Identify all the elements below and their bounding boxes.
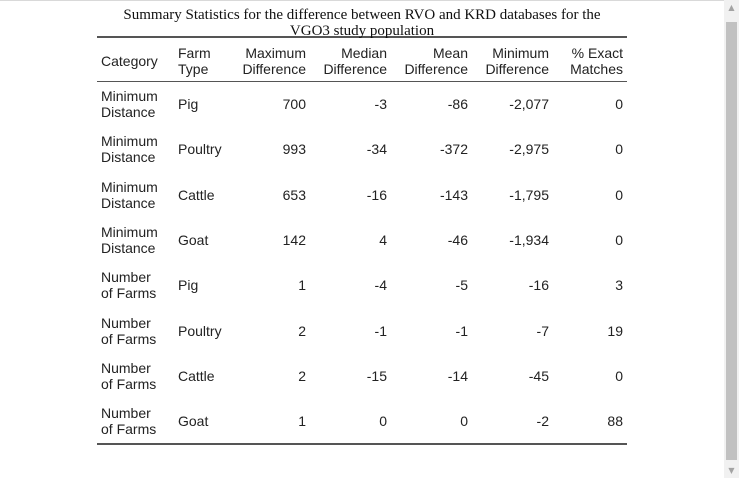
table-row: Minimum Distance Cattle 653 -16 -143 -1,795 0 [97,172,627,217]
header-median-difference: Median Difference [323,45,387,77]
caption-line-1: Summary Statistics for the difference be… [123,7,601,23]
cell-maximum-difference: 700 [282,96,306,113]
cell-maximum-difference: 142 [282,232,306,249]
cell-minimum-difference: -45 [528,367,549,384]
cell-maximum-difference: 1 [298,277,306,294]
cell-minimum-difference: -1,795 [509,186,549,203]
cell-category: Minimum Distance [101,178,158,211]
cell-mean-difference: -1 [455,322,468,339]
table-row: Number of Farms Pig 1 -4 -5 -16 3 [97,263,627,308]
table-row: Minimum Distance Pig 700 -3 -86 -2,077 0 [97,82,627,127]
table-header: Category Farm Type Maximum Difference Medi… [97,37,627,82]
summary-statistics-table: Category Farm Type Maximum Difference Medi… [97,36,627,445]
cell-farm-type: Cattle [178,186,215,203]
cell-minimum-difference: -2,975 [509,141,549,158]
cell-maximum-difference: 993 [282,141,306,158]
header-row: Category Farm Type Maximum Difference Medi… [97,37,627,82]
cell-minimum-difference: -16 [528,277,549,294]
cell-farm-type: Pig [178,96,199,113]
cell-exact-matches: 3 [615,277,623,294]
cell-farm-type: Goat [178,232,209,249]
vertical-scrollbar[interactable]: ▲ ▼ [724,0,739,478]
cell-farm-type: Poultry [178,141,222,158]
caption-line-2: VGO3 study population [289,23,435,39]
cell-mean-difference: -14 [447,367,468,384]
table-row: Minimum Distance Goat 142 4 -46 -1,934 0 [97,217,627,262]
cell-farm-type: Pig [178,277,199,294]
header-maximum-difference: Maximum Difference [242,45,306,77]
cell-category: Minimum Distance [101,224,158,257]
cell-maximum-difference: 2 [298,367,306,384]
cell-category: Number of Farms [101,269,157,302]
summary-table-container: Summary Statistics for the difference be… [97,0,627,445]
cell-exact-matches: 0 [615,367,623,384]
header-mean-difference: Mean Difference [404,45,468,77]
cell-minimum-difference: -7 [536,322,549,339]
header-category: Category [101,53,158,69]
table-row: Minimum Distance Poultry 993 -34 -372 -2,975 0 [97,127,627,172]
table-row: Number of Farms Goat 1 0 0 -2 88 [97,399,627,444]
cell-category: Number of Farms [101,404,157,437]
scrollbar-thumb[interactable] [726,22,737,460]
table-row: Number of Farms Cattle 2 -15 -14 -45 0 [97,353,627,398]
cell-category: Number of Farms [101,359,157,392]
cell-median-difference: 0 [379,412,387,429]
cell-exact-matches: 0 [615,232,623,249]
triangle-up-icon[interactable]: ▲ [728,3,735,12]
cell-median-difference: -16 [366,186,387,203]
triangle-down-icon[interactable]: ▼ [728,466,735,475]
header-farm-type: Farm Type [178,45,211,77]
cell-median-difference: -1 [374,322,387,339]
cell-median-difference: -3 [374,96,387,113]
cell-mean-difference: 0 [460,412,468,429]
cell-farm-type: Goat [178,412,209,429]
cell-median-difference: -4 [374,277,387,294]
cell-maximum-difference: 653 [282,186,306,203]
cell-exact-matches: 19 [607,322,623,339]
cell-mean-difference: -5 [455,277,468,294]
cell-mean-difference: -143 [439,186,468,203]
cell-mean-difference: -86 [447,96,468,113]
cell-median-difference: -15 [366,367,387,384]
cell-exact-matches: 0 [615,96,623,113]
cell-exact-matches: 0 [615,186,623,203]
cell-exact-matches: 0 [615,141,623,158]
table-caption: Summary Statistics for the difference be… [97,0,627,39]
cell-maximum-difference: 2 [298,322,306,339]
table-row: Number of Farms Poultry 2 -1 -1 -7 19 [97,308,627,353]
cell-minimum-difference: -1,934 [509,232,549,249]
cell-category: Minimum Distance [101,88,158,121]
cell-category: Minimum Distance [101,133,158,166]
cell-mean-difference: -46 [447,232,468,249]
cell-median-difference: -34 [366,141,387,158]
header-exact-matches: % Exact Matches [570,45,623,77]
table-body: Minimum Distance Pig 700 -3 -86 -2,077 0 Minimum… [97,82,627,444]
cell-maximum-difference: 1 [298,412,306,429]
cell-minimum-difference: -2 [536,412,549,429]
cell-farm-type: Cattle [178,367,215,384]
cell-median-difference: 4 [379,232,387,249]
cell-exact-matches: 88 [607,412,623,429]
header-minimum-difference: Minimum Difference [485,45,549,77]
cell-mean-difference: -372 [439,141,468,158]
window-top-border [0,0,724,1]
cell-farm-type: Poultry [178,322,222,339]
cell-minimum-difference: -2,077 [509,96,549,113]
cell-category: Number of Farms [101,314,157,347]
